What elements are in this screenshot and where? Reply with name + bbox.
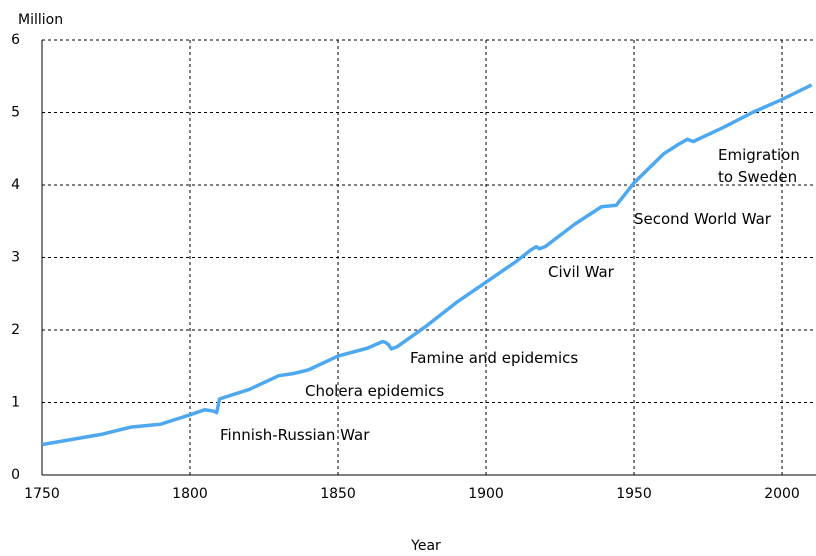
y-tick-label: 6 — [11, 32, 20, 48]
annotation: Finnish-Russian War — [220, 426, 370, 444]
y-tick-label: 2 — [11, 322, 20, 338]
x-tick-label: 1750 — [24, 486, 60, 502]
y-tick-label: 4 — [11, 177, 20, 193]
y-tick-label: 1 — [11, 395, 20, 411]
x-tick-label: 2000 — [764, 486, 800, 502]
y-tick-label: 3 — [11, 250, 20, 266]
annotation: Cholera epidemics — [305, 382, 445, 400]
x-tick-label: 1850 — [320, 486, 356, 502]
y-tick-label: 5 — [11, 105, 20, 121]
annotation: Civil War — [548, 263, 614, 281]
x-tick-label: 1900 — [468, 486, 504, 502]
x-axis-label: Year — [410, 538, 441, 554]
annotation: Famine and epidemics — [410, 349, 579, 367]
annotation: Second World War — [634, 210, 771, 228]
y-tick-label: 0 — [11, 467, 20, 483]
x-tick-label: 1800 — [172, 486, 208, 502]
x-tick-label: 1950 — [616, 486, 652, 502]
y-axis-label: Million — [18, 12, 63, 28]
annotation: Emigration to Sweden — [718, 146, 800, 186]
data-line — [41, 83, 813, 447]
